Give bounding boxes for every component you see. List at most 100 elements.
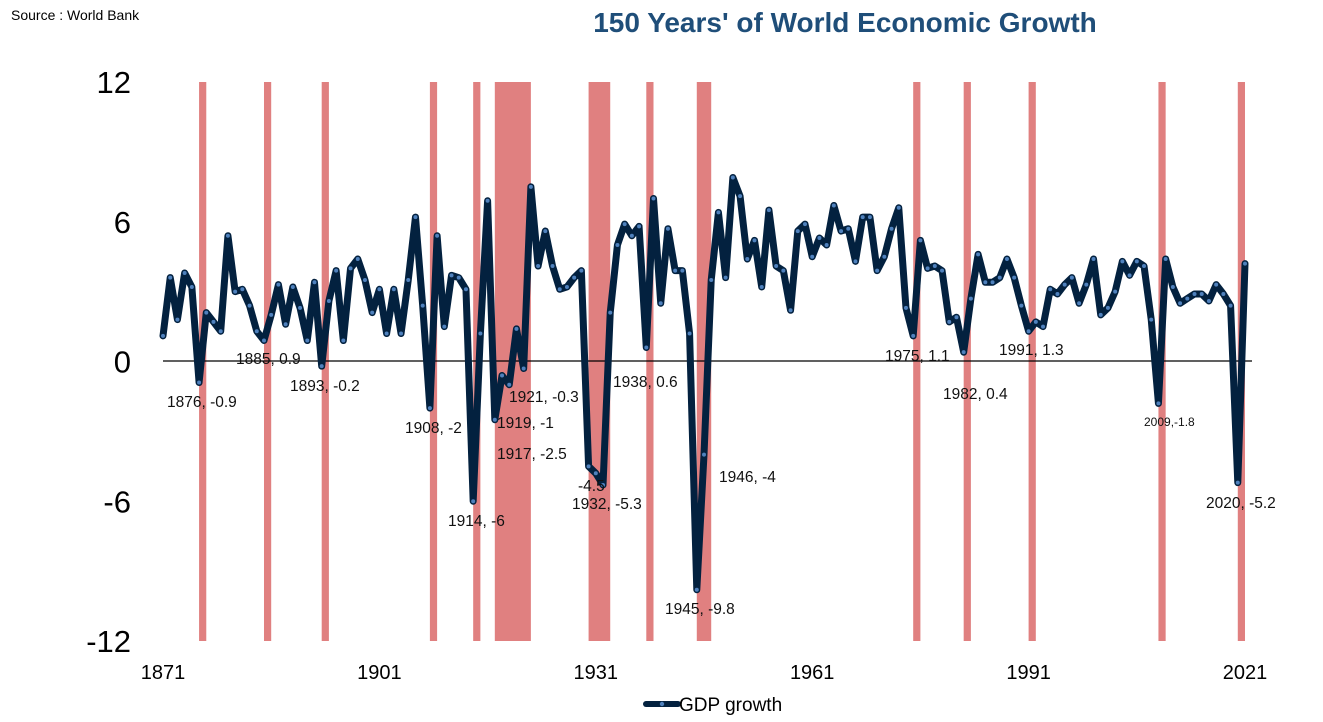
data-point [1221,291,1226,296]
data-point [1178,301,1183,306]
data-point [730,175,735,180]
data-point [774,264,779,269]
data-point [370,310,375,315]
data-point [658,301,663,306]
data-point [355,257,360,262]
data-point [853,259,858,264]
data-point [644,345,649,350]
data-point [1026,329,1031,334]
y-tick-label: 12 [97,65,131,100]
data-point [1228,303,1233,308]
y-tick-label: -6 [103,484,131,519]
data-point [593,471,598,476]
x-axis-ticks: 1871 1901 1931 1961 1991 2021 [141,662,1268,684]
data-point [687,331,692,336]
data-point [1084,282,1089,287]
data-point [1206,298,1211,303]
data-point [211,319,216,324]
data-point [550,264,555,269]
data-point [1105,305,1110,310]
data-point [860,215,865,220]
data-point [723,275,728,280]
annotations: 1876, -0.9 1885, 0.9 1893, -0.2 1908, -2 191… [167,342,1276,618]
y-tick-label: 6 [114,205,131,240]
data-point [319,364,324,369]
data-point [427,406,432,411]
data-point [240,287,245,292]
data-point [1170,284,1175,289]
legend-label: GDP growth [679,695,782,716]
data-point [218,329,223,334]
data-point [1055,291,1060,296]
data-point [449,273,454,278]
data-point [182,270,187,275]
data-point [269,312,274,317]
data-point [1019,303,1024,308]
legend-marker-swatch [659,701,665,707]
data-point [831,203,836,208]
data-point [824,243,829,248]
data-point [161,333,165,338]
data-point [716,210,721,215]
x-tick-label: 1961 [790,662,835,684]
data-point [456,275,461,280]
data-point [399,331,404,336]
data-point [579,268,584,273]
data-label: 1917, -2.5 [497,446,567,463]
data-point [752,238,757,243]
x-tick-label: 1901 [357,662,402,684]
data-point [586,464,591,469]
data-label: 2009,-1.8 [1144,415,1195,429]
y-tick-label: 0 [114,345,131,380]
data-point [882,254,887,259]
data-point [413,215,418,220]
data-point [572,275,577,280]
data-point [911,333,916,338]
data-point [1004,257,1009,262]
data-point [189,284,194,289]
data-point [846,226,851,231]
data-point [312,280,317,285]
data-point [485,198,490,203]
data-point [463,287,468,292]
data-point [175,317,180,322]
data-point [622,222,627,227]
data-point [947,319,952,324]
data-point [1120,259,1125,264]
data-point [362,277,367,282]
data-point [1077,301,1082,306]
data-point [925,266,930,271]
data-point [1199,291,1204,296]
data-point [976,252,981,257]
data-point [1098,312,1103,317]
data-point [802,222,807,227]
data-point [1033,319,1038,324]
data-point [795,229,800,234]
data-point [745,257,750,262]
data-point [651,196,656,201]
data-point [766,208,771,213]
source-note: Source : World Bank [11,7,140,23]
data-point [810,254,815,259]
data-point [1214,282,1219,287]
data-point [665,226,670,231]
data-point [1185,296,1190,301]
data-point [500,373,505,378]
data-point [1163,257,1168,262]
data-point [875,268,880,273]
data-label: 1946, -4 [719,469,776,486]
data-point [997,275,1002,280]
data-label: 1982, 0.4 [943,386,1008,403]
data-point [1069,275,1074,280]
data-point [391,287,396,292]
data-point [334,268,339,273]
data-point [283,322,288,327]
data-label: 1945, -9.8 [665,601,735,618]
data-point [406,277,411,282]
data-point [940,268,945,273]
data-point [521,366,526,371]
data-point [507,382,512,387]
data-point [1127,273,1132,278]
data-label: 1932, -5.3 [572,496,642,513]
data-point [759,284,764,289]
